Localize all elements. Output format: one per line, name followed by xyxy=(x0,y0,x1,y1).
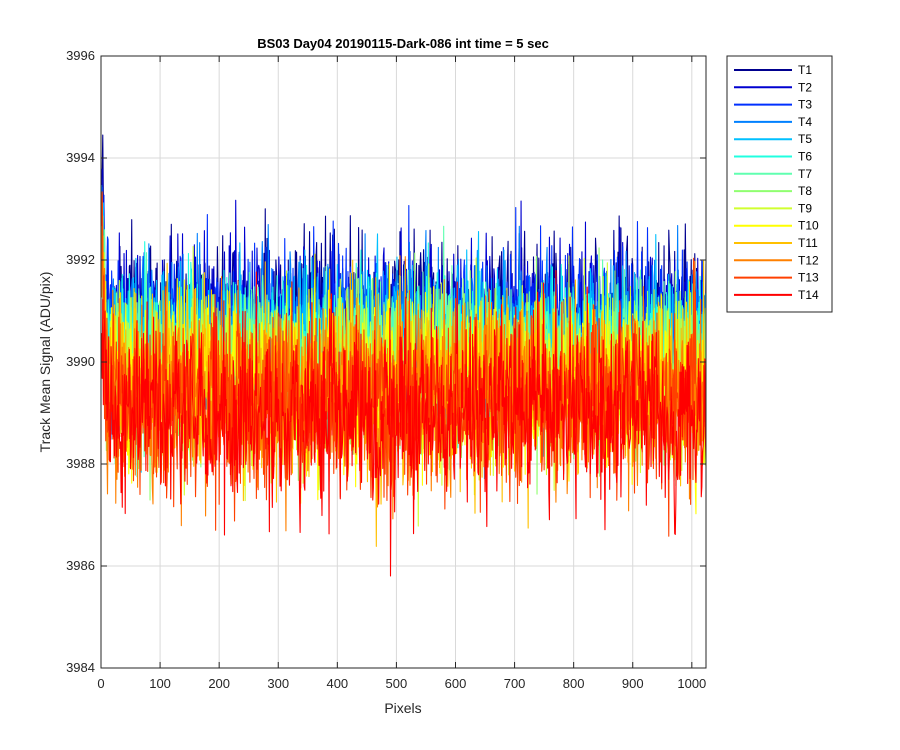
legend-label-t1: T1 xyxy=(798,63,812,77)
legend-label-t12: T12 xyxy=(798,253,819,267)
legend-label-t7: T7 xyxy=(798,167,812,181)
y-tick-label: 3992 xyxy=(66,252,95,267)
y-tick-label: 3996 xyxy=(66,48,95,63)
legend-label-t8: T8 xyxy=(798,184,812,198)
legend-box xyxy=(726,55,833,313)
legend-label-t9: T9 xyxy=(798,201,812,215)
x-tick-label: 600 xyxy=(445,676,467,691)
x-tick-label: 100 xyxy=(149,676,171,691)
legend-label-t3: T3 xyxy=(798,98,812,112)
y-tick-label: 3990 xyxy=(66,354,95,369)
legend-label-t13: T13 xyxy=(798,271,819,285)
legend-label-t11: T11 xyxy=(798,236,818,250)
y-tick-label: 3988 xyxy=(66,456,95,471)
x-tick-label: 800 xyxy=(563,676,585,691)
x-tick-label: 400 xyxy=(326,676,348,691)
legend-label-t2: T2 xyxy=(798,80,812,94)
y-tick-label: 3986 xyxy=(66,558,95,573)
x-tick-label: 200 xyxy=(208,676,230,691)
x-tick-label: 700 xyxy=(504,676,526,691)
y-ticks: 3984 3986 3988 3990 3992 3994 3996 xyxy=(66,48,706,675)
chart-title: BS03 Day04 20190115-Dark-086 int time = … xyxy=(257,36,549,51)
x-tick-label: 300 xyxy=(267,676,289,691)
x-tick-label: 500 xyxy=(386,676,408,691)
x-ticks: 0 100 200 300 400 500 600 700 800 900 1000 xyxy=(97,56,706,691)
legend-label-t14: T14 xyxy=(798,288,819,302)
legend-label-t6: T6 xyxy=(798,150,812,164)
y-tick-label: 3984 xyxy=(66,660,95,675)
series-line-t14 xyxy=(101,270,706,577)
legend-label-t10: T10 xyxy=(798,219,819,233)
legend-label-t4: T4 xyxy=(798,115,812,129)
x-tick-label: 900 xyxy=(622,676,644,691)
x-axis-label: Pixels xyxy=(384,700,421,716)
legend-label-t5: T5 xyxy=(798,132,812,146)
x-tick-label: 0 xyxy=(97,676,104,691)
x-tick-label: 1000 xyxy=(677,676,706,691)
y-tick-label: 3994 xyxy=(66,150,95,165)
legend: T1 T2 T3 T4 T5 T6 T7 T8 T9 T10 T11 T12 T13 T14 xyxy=(726,55,833,313)
series-group xyxy=(101,134,706,577)
y-axis-label: Track Mean Signal (ADU/pix) xyxy=(37,272,53,453)
